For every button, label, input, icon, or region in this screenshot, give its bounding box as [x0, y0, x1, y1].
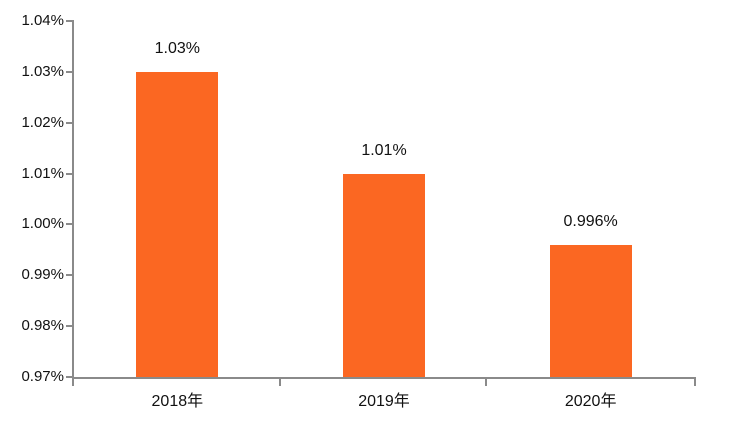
y-axis-tick [66, 274, 72, 277]
y-axis-tick-label: 1.01% [21, 164, 64, 182]
x-axis-category-label: 2018年 [151, 393, 204, 410]
bar-value-label: 1.01% [361, 141, 407, 159]
x-axis-tick [72, 379, 74, 386]
x-axis-tick [485, 379, 488, 386]
y-axis-tick-label: 1.03% [21, 62, 64, 80]
y-axis-tick [66, 172, 72, 175]
bar [549, 244, 632, 377]
y-axis-tick [66, 70, 72, 73]
y-axis-tick-label: 0.98% [21, 317, 64, 335]
y-axis-tick [66, 376, 72, 378]
y-axis-tick-label: 1.04% [21, 12, 64, 29]
x-axis-tick [694, 379, 696, 386]
bar [136, 71, 219, 377]
y-axis-tick [66, 325, 72, 328]
bar [343, 173, 425, 377]
x-axis-tick [278, 379, 281, 386]
y-axis-tick [66, 223, 72, 226]
y-axis-tick-label: 1.02% [21, 113, 64, 131]
x-axis-line [72, 377, 696, 379]
y-axis-tick [66, 121, 72, 124]
y-axis-tick-label: 0.97% [21, 368, 64, 385]
x-axis-category-label: 2020年 [564, 393, 617, 410]
y-axis-line [72, 20, 74, 385]
x-axis-category-label: 2019年 [358, 393, 410, 410]
y-axis-tick-label: 0.99% [21, 266, 64, 284]
bar-value-label: 1.03% [154, 39, 201, 57]
y-axis-tick [66, 20, 72, 22]
y-axis-tick-label: 1.00% [21, 215, 64, 233]
bar-value-label: 0.996% [563, 212, 618, 230]
